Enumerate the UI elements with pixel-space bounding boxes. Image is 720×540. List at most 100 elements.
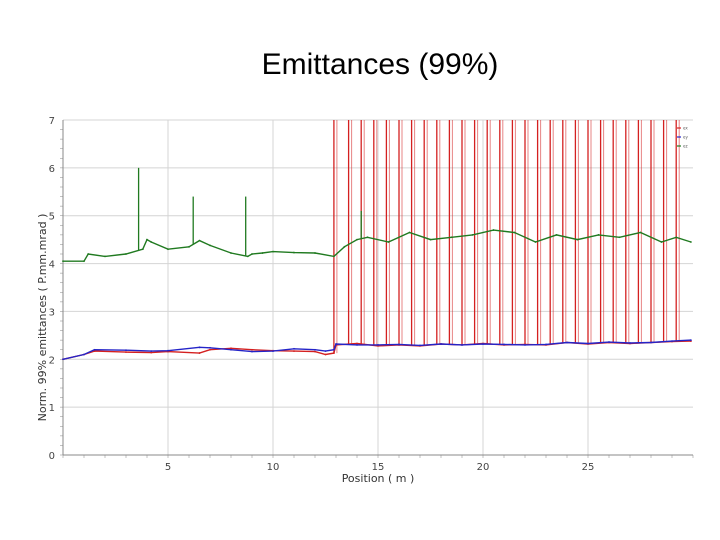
data-point-ez — [272, 250, 274, 253]
data-point-ex — [356, 342, 358, 345]
data-point-ez — [660, 241, 663, 243]
data-point-ey — [209, 346, 211, 349]
data-point-ey — [83, 353, 85, 356]
data-point-ex — [209, 348, 211, 351]
data-point-ez — [230, 252, 232, 254]
series-group — [62, 120, 692, 361]
data-point-ez — [333, 255, 335, 258]
data-point-ez — [146, 238, 148, 241]
data-point-ez — [188, 245, 190, 248]
data-point-ez — [534, 241, 537, 243]
data-point-ey — [419, 344, 421, 347]
data-point-ez — [83, 260, 85, 263]
y-tick-label: 0 — [49, 451, 55, 462]
y-tick-label: 3 — [49, 307, 55, 318]
data-point-ex — [293, 350, 295, 353]
data-point-ey — [293, 347, 295, 350]
data-point-ey — [461, 344, 463, 346]
y-tick-label: 5 — [49, 212, 55, 223]
data-point-ez — [576, 238, 579, 241]
data-point-ez — [429, 238, 432, 241]
data-point-ey — [398, 343, 400, 346]
data-point-ez — [675, 236, 678, 239]
data-point-ey — [566, 341, 568, 344]
data-point-ey — [167, 349, 169, 352]
data-point-ey — [93, 348, 96, 351]
tick-labels: 0 1 2 3 4 5 6 7 5 10 15 20 25 — [49, 116, 595, 473]
data-point-ez — [167, 248, 169, 251]
data-point-ey — [272, 350, 274, 353]
data-point-ex — [198, 352, 201, 354]
data-point-ey — [440, 343, 442, 345]
data-point-ez — [150, 241, 153, 243]
data-point-ey — [198, 346, 201, 349]
data-point-ez — [198, 239, 201, 242]
data-point-ez — [408, 231, 411, 234]
data-point-ey — [333, 348, 335, 351]
y-tick-label: 6 — [49, 164, 55, 175]
data-point-ez — [690, 241, 692, 243]
data-point-ex — [324, 353, 327, 356]
x-tick-label: 15 — [372, 462, 385, 473]
legend: ex ey ez — [677, 126, 688, 149]
data-point-ez — [555, 233, 558, 236]
data-point-ex — [314, 350, 316, 353]
data-point-ez — [387, 241, 390, 243]
data-point-ez — [513, 231, 516, 234]
y-tick-label: 2 — [49, 355, 55, 366]
data-point-ez — [293, 251, 295, 254]
x-tick-label: 25 — [582, 462, 595, 473]
data-point-ey — [335, 343, 337, 345]
data-point-ez — [246, 255, 249, 258]
data-point-ex — [125, 351, 127, 354]
data-point-ey — [503, 343, 505, 346]
data-point-ey — [251, 350, 253, 353]
data-point-ez — [314, 252, 316, 254]
data-point-ex — [230, 347, 232, 350]
data-point-ey — [150, 350, 153, 353]
data-point-ey — [482, 343, 484, 345]
data-point-ez — [366, 236, 369, 239]
data-point-ey — [230, 348, 232, 351]
data-point-ez — [356, 238, 358, 241]
data-point-ez — [450, 236, 453, 239]
data-point-ex — [93, 350, 96, 353]
data-point-ez — [618, 236, 621, 239]
x-tick-label: 20 — [477, 462, 490, 473]
data-point-ex — [150, 351, 153, 354]
data-point-ey — [690, 339, 692, 342]
data-point-ez — [471, 233, 474, 236]
slide-title: Emittances (99%) — [261, 48, 499, 81]
y-tick-label: 7 — [49, 116, 55, 127]
legend-label: ex — [683, 126, 688, 131]
grid — [63, 119, 693, 455]
data-point-ey — [356, 344, 358, 346]
data-point-ey — [587, 342, 589, 345]
data-point-ez — [141, 248, 144, 251]
data-point-ey — [671, 340, 673, 342]
data-point-ez — [597, 233, 600, 236]
data-point-ez — [125, 253, 127, 255]
data-point-ey — [650, 341, 652, 344]
data-point-ez — [251, 253, 253, 255]
data-point-ey — [314, 348, 316, 351]
legend-label: ez — [683, 144, 688, 149]
data-point-ez — [261, 252, 264, 254]
y-tick-label: 1 — [49, 403, 55, 414]
data-point-ey — [377, 344, 379, 346]
y-tick-label: 4 — [49, 260, 55, 271]
data-point-ez — [343, 245, 346, 248]
data-point-ey — [629, 342, 631, 344]
data-point-ey — [524, 344, 526, 346]
data-point-ey — [324, 350, 327, 353]
data-point-ey — [125, 349, 127, 352]
x-tick-label: 10 — [267, 462, 280, 473]
data-point-ez — [104, 255, 106, 258]
x-axis-label: Position ( m ) — [342, 472, 415, 485]
data-point-ey — [62, 358, 64, 361]
data-point-ez — [639, 231, 642, 234]
data-point-ez — [209, 244, 211, 247]
data-point-ey — [608, 341, 610, 343]
axes — [60, 120, 694, 458]
